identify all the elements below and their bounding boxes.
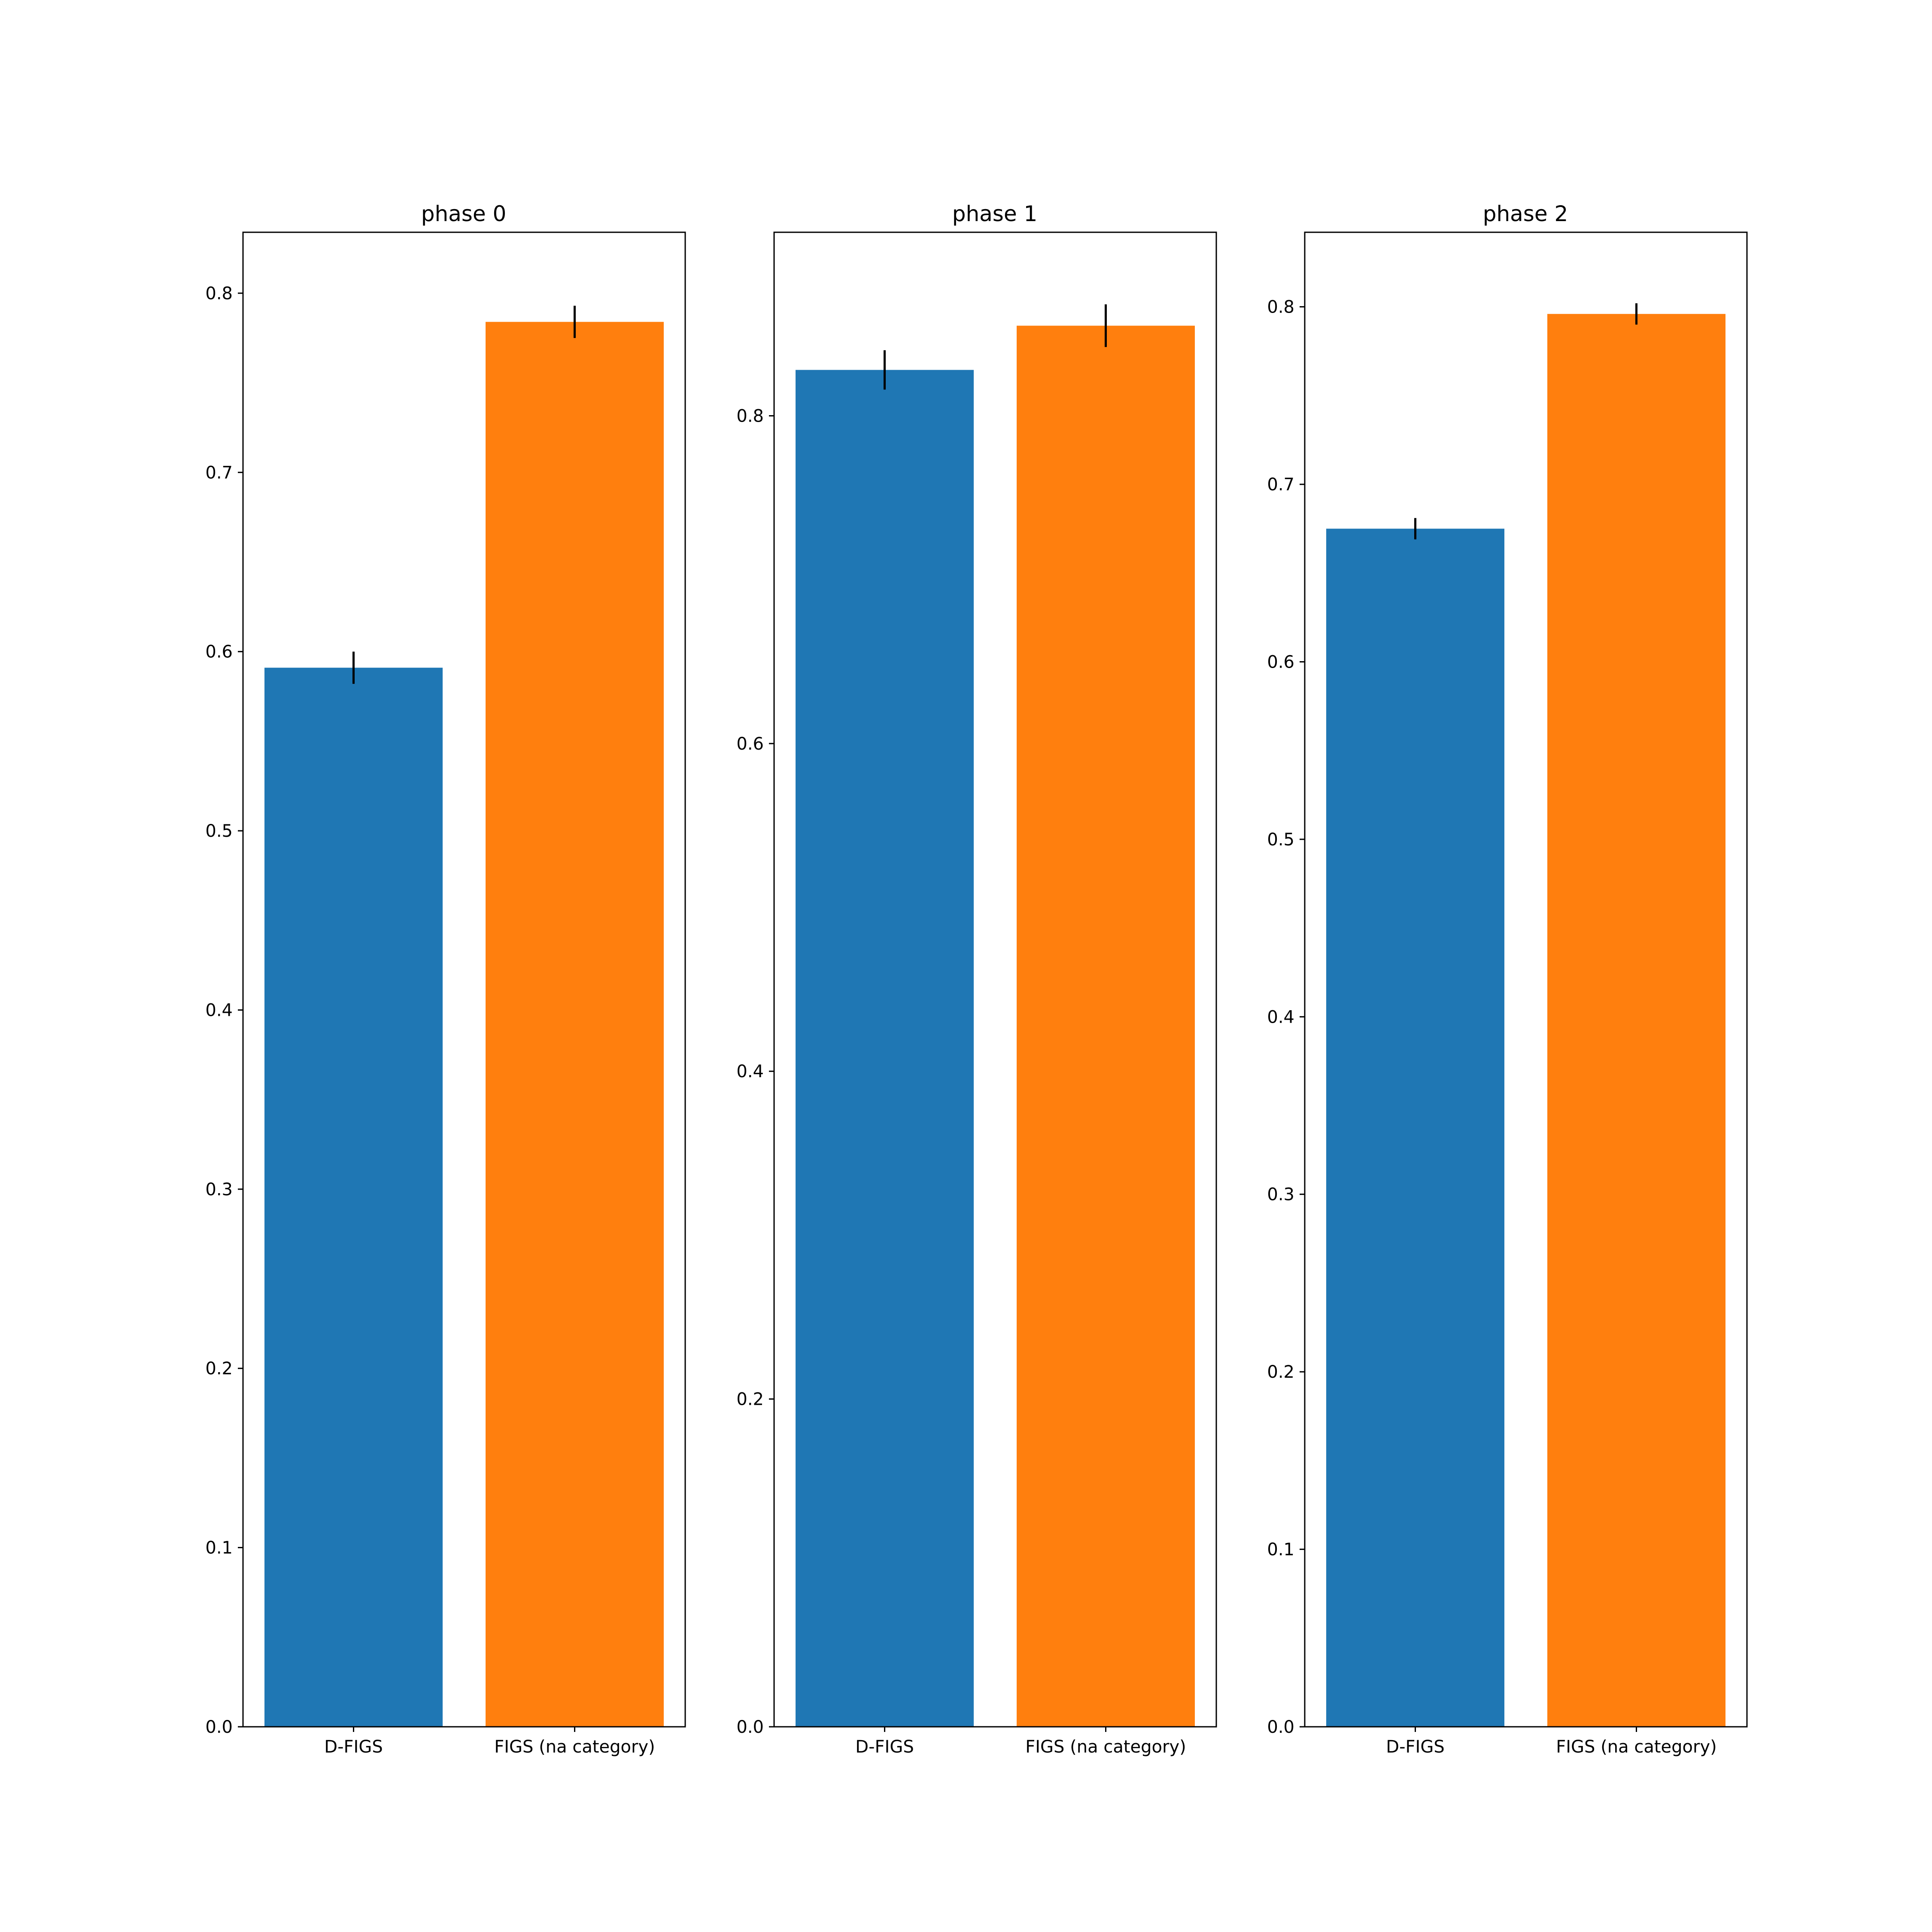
y-tick-label: 0.4 [1267,1007,1294,1027]
y-tick-label: 0.7 [205,463,233,483]
subplot-title: phase 0 [421,201,507,226]
plot-frame [242,231,686,1728]
subplot-phase-1: phase 1 0.0 0.2 0.4 0.6 0.8 D-FIGS FIGS (na c… [736,201,1217,1757]
y-tick-label: 0.8 [1267,298,1294,317]
y-tick-label: 0.0 [1267,1717,1294,1737]
bar-d-figs [1326,529,1504,1727]
y-tick-label: 0.4 [205,1001,233,1021]
bar-figs-na-category [1017,325,1195,1727]
plot-frame [773,231,1217,1728]
y-tick-label: 0.2 [736,1390,764,1410]
y-tick-label: 0.6 [736,734,764,754]
y-tick-label: 0.7 [1267,475,1294,495]
y-tick-label: 0.3 [1267,1185,1294,1205]
x-tick-label: D-FIGS [324,1737,383,1757]
subplot-title: phase 1 [952,201,1038,226]
y-tick-label: 0.2 [1267,1362,1294,1382]
x-tick-label: FIGS (na category) [1025,1737,1186,1757]
x-tick-label: FIGS (na category) [1556,1737,1716,1757]
y-tick-label: 0.0 [205,1717,233,1737]
subplot-title: phase 2 [1483,201,1568,226]
y-tick-label: 0.1 [205,1538,233,1558]
x-tick-label: D-FIGS [1386,1737,1444,1757]
y-tick-label: 0.4 [736,1062,764,1081]
bar-figs-na-category [1547,314,1725,1727]
x-tick-label: D-FIGS [855,1737,914,1757]
y-tick-label: 0.6 [205,642,233,662]
subplot-phase-2: phase 2 0.0 0.1 0.2 0.3 0.4 0.5 0.6 0.7 0.8 D-FI… [1267,201,1748,1757]
bar-d-figs [264,668,443,1727]
x-tick-label: FIGS (na category) [494,1737,655,1757]
y-tick-label: 0.2 [205,1359,233,1379]
y-tick-label: 0.6 [1267,653,1294,672]
subplot-phase-0: phase 0 0.0 0.1 0.2 0.3 0.4 0.5 0.6 0.7 0.8 D-FI… [205,201,686,1757]
y-tick-label: 0.5 [1267,830,1294,850]
y-tick-label: 0.8 [736,407,764,426]
y-tick-label: 0.1 [1267,1540,1294,1560]
y-tick-label: 0.8 [205,284,233,304]
bar-d-figs [796,370,974,1727]
y-tick-label: 0.5 [205,821,233,841]
y-tick-label: 0.0 [736,1717,764,1737]
bar-figs-na-category [486,322,664,1727]
y-tick-label: 0.3 [205,1180,233,1200]
plot-frame [1304,231,1748,1728]
